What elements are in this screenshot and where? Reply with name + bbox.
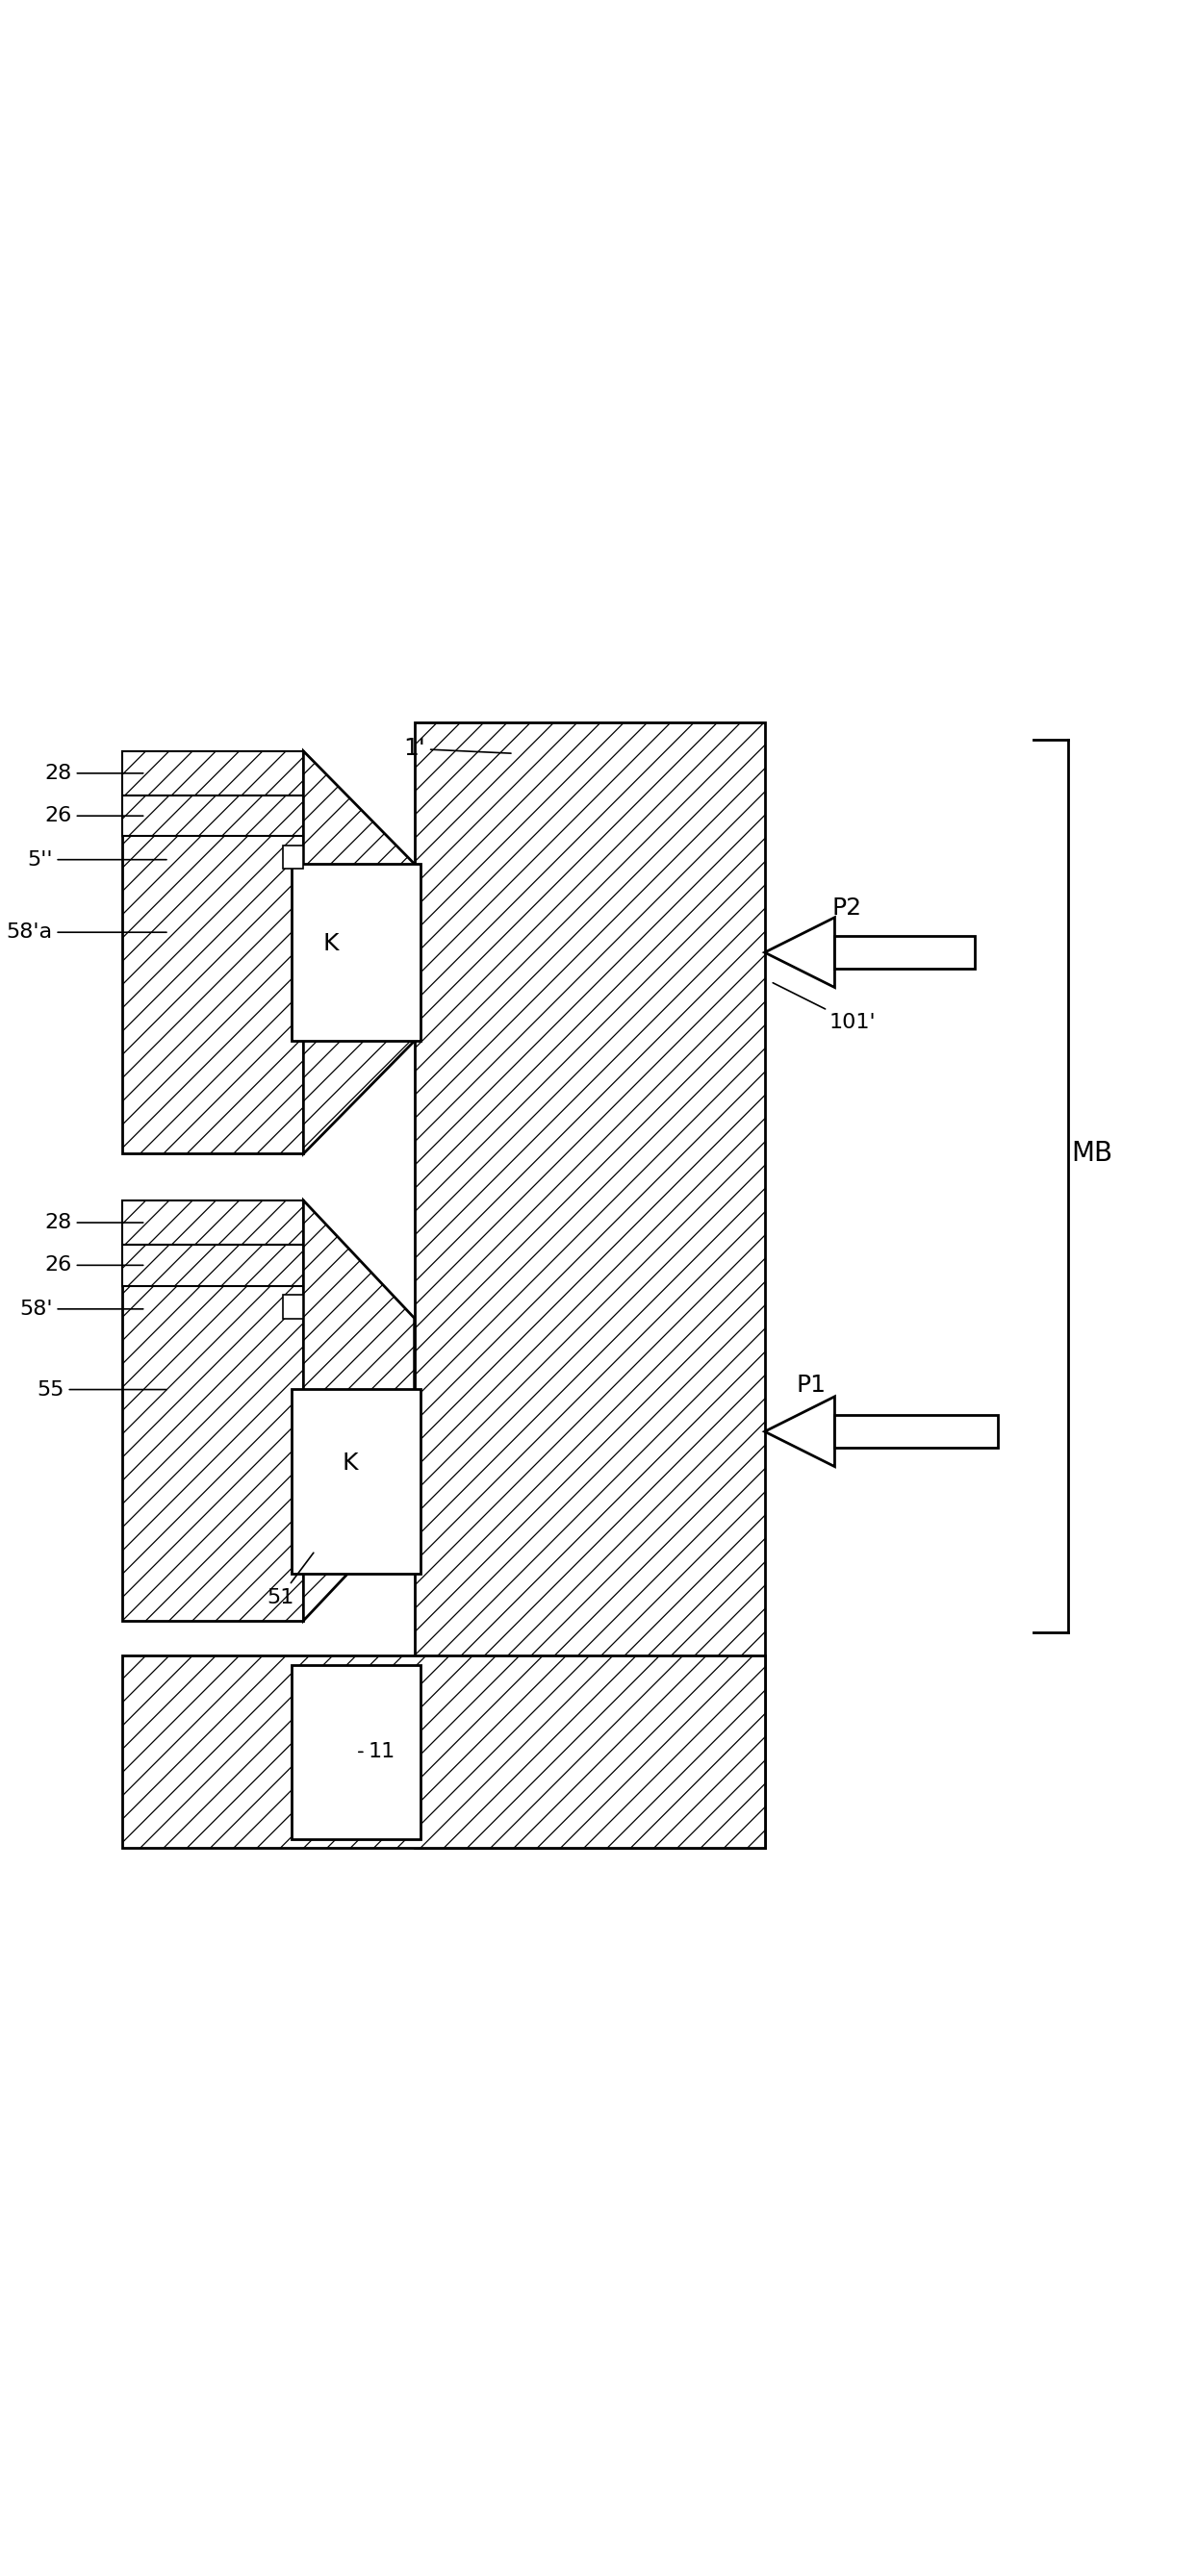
Text: 11: 11	[358, 1741, 395, 1762]
Polygon shape	[835, 935, 975, 969]
Polygon shape	[764, 917, 835, 987]
Text: 28: 28	[44, 762, 143, 783]
Bar	[122, 1200, 303, 1620]
Bar	[122, 1244, 303, 1285]
Polygon shape	[303, 1200, 415, 1620]
Text: K: K	[341, 1450, 357, 1473]
Bar	[292, 1664, 420, 1839]
Text: 58'a: 58'a	[6, 922, 167, 943]
Text: 101': 101'	[773, 984, 876, 1033]
Text: 26: 26	[44, 1255, 143, 1275]
Text: 51: 51	[266, 1553, 314, 1607]
Bar	[122, 796, 303, 837]
Polygon shape	[764, 1396, 835, 1466]
Text: P1: P1	[797, 1373, 827, 1396]
Bar	[122, 1200, 303, 1244]
Text: P2: P2	[831, 896, 861, 920]
Bar	[122, 796, 303, 837]
Bar	[122, 752, 303, 796]
Text: 55: 55	[37, 1381, 167, 1399]
Bar	[415, 721, 764, 1847]
Text: K: K	[322, 933, 338, 956]
Text: 1': 1'	[404, 737, 512, 760]
Polygon shape	[303, 752, 415, 1154]
Bar	[292, 863, 420, 1041]
Bar	[292, 1388, 420, 1574]
Bar	[283, 1296, 303, 1319]
Bar	[122, 1244, 303, 1285]
Bar	[122, 752, 303, 796]
Bar	[415, 721, 764, 1847]
Bar	[122, 1656, 764, 1847]
Text: 28: 28	[44, 1213, 143, 1231]
Bar	[283, 845, 303, 868]
Bar	[122, 752, 303, 1154]
Bar	[122, 1200, 303, 1620]
Text: 26: 26	[44, 806, 143, 824]
Text: MB: MB	[1071, 1141, 1112, 1167]
Bar	[122, 1200, 303, 1244]
Bar	[122, 1656, 764, 1847]
Text: 58': 58'	[19, 1298, 143, 1319]
Bar	[122, 752, 303, 1154]
Polygon shape	[835, 1414, 998, 1448]
Text: 5'': 5''	[26, 850, 167, 868]
Polygon shape	[303, 752, 415, 1154]
Polygon shape	[303, 1200, 415, 1620]
